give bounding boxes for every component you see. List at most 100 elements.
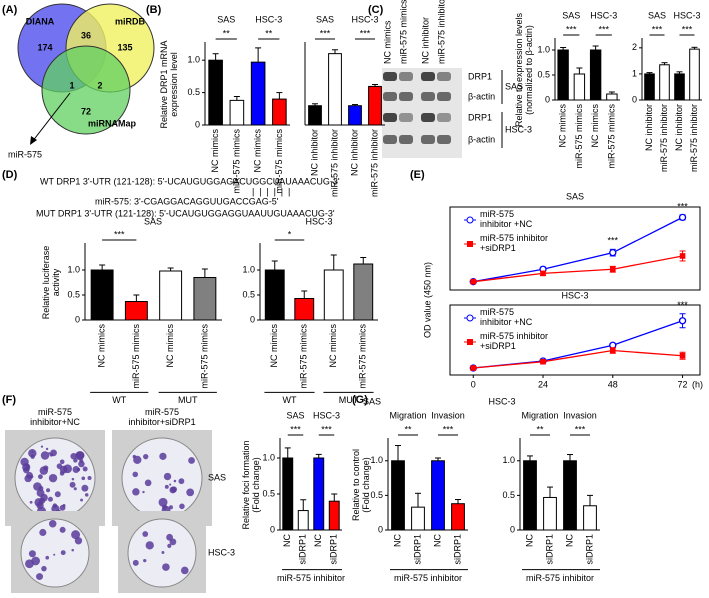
bar — [644, 73, 655, 101]
colony — [180, 566, 189, 575]
pairing: | — [281, 186, 283, 196]
x-tick-label: NC mimics — [590, 104, 600, 148]
blot-band — [383, 92, 397, 101]
y-tick-label: 0.5 — [67, 289, 80, 299]
series-line — [473, 216, 683, 283]
bar — [368, 85, 382, 126]
y-tick-label: 0 — [545, 94, 550, 104]
colony — [169, 483, 172, 486]
blot-row-label: DRP1 — [468, 71, 492, 81]
colony — [132, 488, 140, 496]
colony — [40, 451, 50, 460]
y-tick-label: 1.0 — [242, 264, 255, 274]
bar — [348, 105, 362, 126]
significance: *** — [598, 24, 609, 34]
panel-label: (B) — [146, 4, 162, 16]
group-label: SAS — [316, 14, 334, 24]
foci-column-label: miR-575 inhibitor+siDRP1 — [128, 407, 195, 427]
bar — [90, 269, 114, 321]
legend-label: miR-575 inhibitor +siDRP1 — [480, 331, 548, 351]
significance: *** — [290, 424, 301, 434]
colony — [143, 558, 147, 563]
x-tick-label: NC inhibitor — [644, 104, 654, 151]
bar — [193, 277, 217, 321]
x-tick-label: NC inhibitor — [309, 129, 319, 176]
significance: *** — [566, 24, 577, 34]
x-tick-label: miR-575 mimics — [274, 129, 284, 194]
bar — [563, 460, 577, 531]
colony — [38, 486, 44, 491]
bar — [606, 93, 618, 101]
arrow-head — [30, 136, 37, 145]
x-tick-label: siDRP1 — [412, 534, 422, 565]
foci-row-label: HSC-3 — [208, 547, 235, 557]
x-axis-label: (h) — [692, 379, 703, 389]
x-tick-label: NC — [313, 534, 323, 547]
colony — [71, 530, 81, 540]
x-tick-label: NC — [432, 534, 442, 547]
panel-label: (C) — [368, 4, 384, 16]
x-tick-label: NC mimics — [253, 129, 263, 173]
blot-row-label: β-actin — [468, 134, 495, 144]
blot-band — [437, 135, 451, 144]
colony — [71, 477, 75, 481]
sequence: MUT DRP1 3'-UTR (121-128): 5'-UCAUGUGGAG… — [36, 208, 335, 218]
venn-set-label: miRNAMap — [88, 118, 137, 128]
group-label: HSC-3 — [673, 10, 700, 20]
colony — [24, 474, 32, 483]
group-label: SAS — [286, 410, 304, 420]
blot-column-label: NC inhibitor — [420, 17, 430, 64]
colony — [84, 493, 89, 497]
point — [678, 213, 687, 222]
bar — [589, 49, 602, 101]
colony — [164, 484, 169, 489]
colony — [28, 448, 37, 458]
colony — [47, 496, 53, 502]
venn-count: 72 — [81, 106, 91, 116]
x-tick-label: miR-575 mimics — [131, 324, 141, 389]
bar — [353, 263, 374, 321]
bar — [208, 59, 223, 126]
significance: * — [288, 229, 292, 239]
bar — [250, 61, 266, 126]
colony — [70, 452, 77, 460]
colony — [132, 454, 136, 459]
group-label: SAS — [562, 10, 580, 20]
blot-row-label: DRP1 — [468, 112, 492, 122]
bar — [264, 269, 285, 321]
y-axis-label: Relative luciferaseactivity — [41, 246, 61, 320]
venn-set-label: miRDB — [115, 16, 146, 26]
blot-band — [383, 113, 397, 122]
bar — [391, 460, 405, 531]
sequence: miR-575: 3'-CGAGGACAGGUUGACCGAG-5' — [95, 196, 279, 206]
bar — [583, 505, 597, 531]
y-tick-label: 0.5 — [187, 87, 200, 97]
blot-band — [399, 92, 413, 101]
blot-band — [383, 135, 397, 144]
y-tick-label: 1.0 — [262, 452, 275, 462]
x-tick-label: siDRP1 — [298, 534, 308, 565]
blot — [382, 68, 462, 158]
x-tick-label: miR-575 mimics — [199, 324, 209, 389]
x-tick-label: NC — [564, 534, 574, 547]
foci-row-label: SAS — [208, 472, 226, 482]
y-tick-label: 0.5 — [262, 488, 275, 498]
bar — [573, 73, 586, 101]
pairing: | — [259, 186, 261, 196]
venn-highlight: miR-575 — [8, 149, 42, 159]
venn-count: 2 — [97, 80, 102, 90]
x-tick-label: miR-575 inhibitor — [329, 129, 339, 197]
bar — [523, 460, 537, 531]
panel-label: (G) — [352, 394, 368, 406]
colony — [25, 464, 30, 469]
blot-band — [421, 72, 435, 81]
venn-set-label: DIANA — [26, 16, 55, 26]
legend-marker — [467, 339, 473, 345]
significance: *** — [321, 424, 332, 434]
point — [470, 278, 477, 285]
group-label: Migration — [389, 410, 426, 420]
significance: *** — [360, 28, 371, 38]
chart-title: SAS — [566, 191, 584, 201]
bar — [431, 460, 445, 531]
significance: ** — [404, 424, 412, 434]
